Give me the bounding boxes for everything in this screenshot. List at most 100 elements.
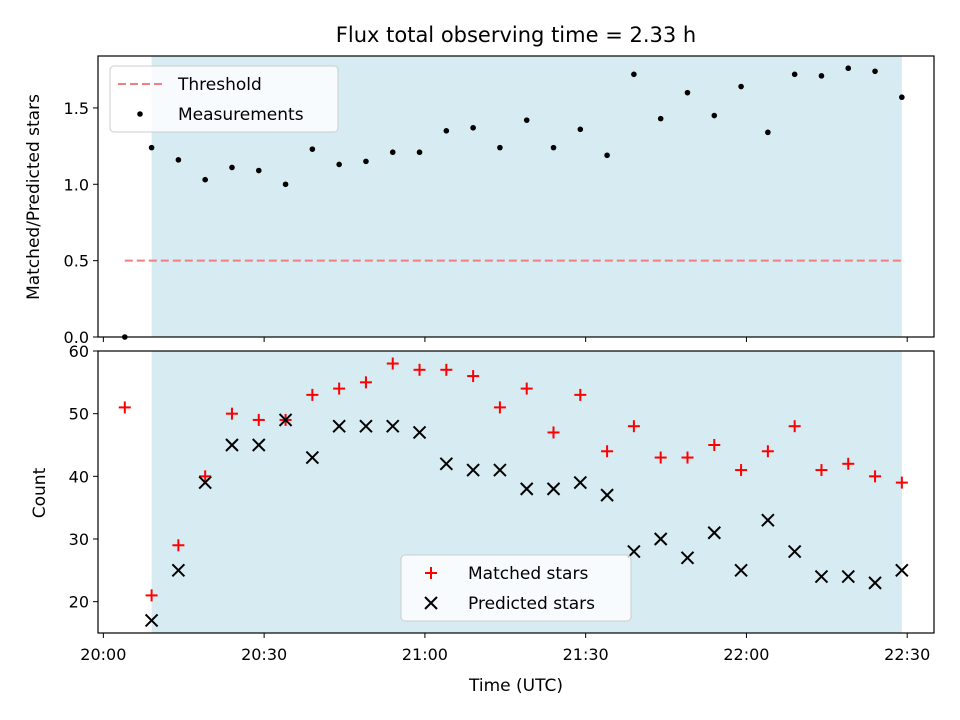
measurement-point [684, 89, 691, 96]
measurement-point [148, 144, 155, 151]
top-x-ticks [102, 337, 908, 342]
bottom-y-tick-label: 30 [69, 530, 89, 549]
matched-star-point [895, 476, 908, 489]
matched-star-point [333, 382, 346, 395]
predicted-star-point [734, 563, 748, 578]
measurement-point [631, 71, 637, 78]
measurement-point [738, 83, 744, 90]
measurement-point [255, 167, 262, 174]
x-axis-label: Time (UTC) [468, 676, 563, 696]
measurement-point [577, 126, 584, 133]
matched-star-point [493, 401, 506, 414]
bottom-x-tick-label: 20:30 [241, 645, 287, 664]
matched-star-point [869, 470, 882, 483]
measurement-point [711, 112, 718, 119]
top-y-tick-label: 0.5 [64, 252, 89, 271]
top-legend-box [109, 65, 339, 133]
predicted-star-point [520, 482, 534, 496]
matched-star-point [118, 401, 131, 414]
measurement-point [309, 146, 316, 152]
matched-star-point [413, 363, 426, 376]
predicted-star-point [198, 475, 212, 490]
measurement-point [336, 161, 342, 168]
matched-star-point [225, 407, 238, 420]
measurement-point [229, 164, 235, 171]
top-y-tick-label: 1.5 [64, 99, 89, 118]
matched-star-point [815, 464, 828, 477]
measurement-point [389, 149, 396, 156]
bottom-y-tick-label: 40 [69, 467, 89, 486]
predicted-star-point [412, 425, 427, 440]
predicted-star-point [627, 544, 641, 559]
predicted-star-point [707, 526, 721, 540]
measurement-point [363, 158, 369, 165]
measurement-point [443, 128, 450, 134]
matched-star-point [654, 451, 667, 464]
predicted-star-point [305, 450, 320, 465]
predicted-star-point [493, 463, 507, 477]
measurement-point [550, 144, 557, 151]
measurement-point [604, 152, 610, 159]
bottom-x-tick-label: 22:30 [884, 645, 930, 664]
bottom-y-tick-label: 20 [69, 593, 89, 612]
measurement-point [497, 144, 503, 151]
matched-star-point [761, 445, 774, 458]
measurement-point [657, 115, 664, 122]
matched-star-point [172, 539, 185, 552]
legend-predicted-label: Predicted stars [468, 594, 595, 614]
measurement-point [202, 176, 208, 183]
bottom-x-tick-label: 20:00 [80, 645, 126, 664]
measurement-point [845, 65, 852, 72]
matched-star-point [547, 426, 560, 439]
bottom-panel: 20 30 40 50 60 20:00 20:30 21:00 21:30 22:00 22:3… [30, 342, 935, 696]
predicted-star-point [171, 563, 186, 578]
matched-star-point [359, 376, 372, 389]
bottom-axes-frame [97, 350, 935, 634]
matched-star-point [199, 470, 212, 483]
predicted-star-point [252, 438, 266, 452]
bottom-x-ticks: 20:00 20:30 21:00 21:30 22:00 22:30 [80, 633, 930, 664]
predicted-star-point [225, 438, 239, 452]
measurement-point [765, 129, 771, 136]
predicted-star-point [653, 532, 668, 546]
top-plot-marks [121, 65, 905, 340]
predicted-star-point [895, 563, 909, 578]
predicted-star-point [680, 551, 695, 565]
top-y-ticks: 0.0 0.5 1.0 1.5 [64, 99, 98, 347]
predicted-star-point [144, 613, 159, 628]
matched-star-point [681, 451, 694, 464]
measurement-point [818, 73, 825, 79]
predicted-star-point [359, 419, 373, 433]
predicted-star-point [278, 413, 293, 427]
top-y-tick-label: 1.0 [64, 175, 89, 194]
measurement-point [872, 68, 878, 75]
predicted-star-point [814, 569, 829, 584]
measurement-point [523, 117, 530, 123]
matched-star-point [467, 370, 480, 383]
bottom-y-axis-label: Count [30, 467, 50, 518]
top-legend: Threshold Measurements [109, 65, 339, 133]
matched-star-point [601, 445, 614, 458]
matched-star-point [440, 363, 453, 376]
legend-threshold-label: Threshold [177, 75, 262, 95]
legend-measurements-swatch [137, 111, 143, 117]
predicted-star-point [466, 463, 480, 477]
matched-star-point [627, 420, 640, 433]
matched-star-point [574, 388, 587, 401]
matched-star-point [386, 357, 399, 370]
bottom-y-ticks: 20 30 40 50 60 [69, 342, 98, 612]
bottom-x-tick-label: 21:30 [563, 645, 609, 664]
predicted-star-point [386, 419, 400, 433]
predicted-star-point [439, 457, 454, 471]
legend-measurements-label: Measurements [178, 105, 304, 125]
legend-matched-label: Matched stars [468, 564, 588, 584]
figure-title: Flux total observing time = 2.33 h [336, 23, 696, 47]
top-y-axis-label: Matched/Predicted stars [24, 94, 44, 300]
measurement-point [899, 94, 905, 101]
matched-star-point [520, 382, 533, 395]
top-axes-frame [97, 55, 935, 338]
matched-star-point [735, 464, 748, 477]
matched-star-point [306, 388, 319, 401]
predicted-star-point [787, 544, 802, 559]
